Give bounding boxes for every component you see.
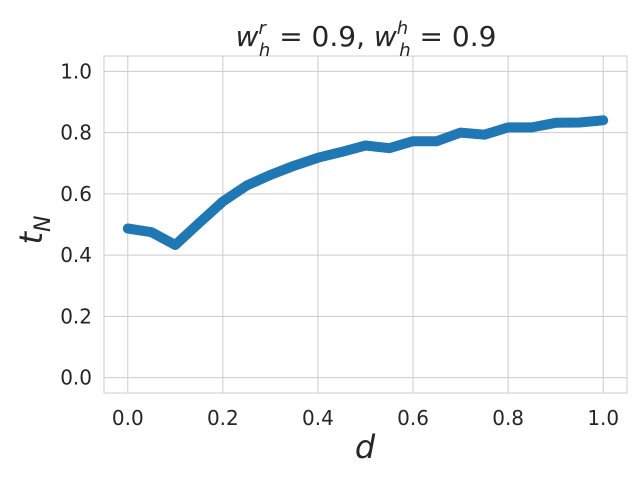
x-tick-label: 0.2: [207, 406, 239, 430]
y-axis-label: tN: [12, 215, 56, 244]
x-tick-labels: 0.0 0.2 0.4 0.6 0.8 1.0: [112, 406, 619, 430]
y-tick-labels: 0.0 0.2 0.4 0.6 0.8 1.0: [60, 59, 92, 389]
y-tick-label: 0.0: [60, 366, 92, 390]
plot-frame: [103, 55, 628, 394]
title-w2-sub: h: [399, 40, 410, 61]
grid: [104, 56, 627, 393]
series-layer: [122, 115, 609, 250]
title-w1-rest: = 0.9,: [270, 20, 374, 53]
title-w2-sup: h: [397, 18, 408, 39]
x-tick-label: 0.4: [302, 406, 334, 430]
y-tick-label: 0.2: [60, 304, 92, 328]
y-tick-label: 0.6: [60, 182, 92, 206]
y-axis-label-sub: N: [31, 215, 56, 231]
y-tick-label: 0.8: [60, 121, 92, 145]
title-w1-sub: h: [259, 40, 270, 61]
x-tick-label: 1.0: [587, 406, 619, 430]
y-axis-label-base: t: [12, 231, 50, 245]
chart-title: wr h = 0.9, wh h = 0.9: [236, 18, 497, 61]
y-tick-label: 0.4: [60, 243, 92, 267]
title-w2-rest: = 0.9: [411, 20, 497, 53]
x-axis-label: d: [355, 428, 376, 466]
x-tick-label: 0.0: [112, 406, 144, 430]
title-w2-base: w: [374, 20, 397, 53]
x-tick-label: 0.6: [397, 406, 429, 430]
x-tick-label: 0.8: [492, 406, 524, 430]
y-tick-label: 1.0: [60, 59, 92, 83]
series-line: [122, 115, 609, 250]
title-w1-base: w: [236, 20, 259, 53]
title-w1-sup: r: [258, 18, 267, 39]
